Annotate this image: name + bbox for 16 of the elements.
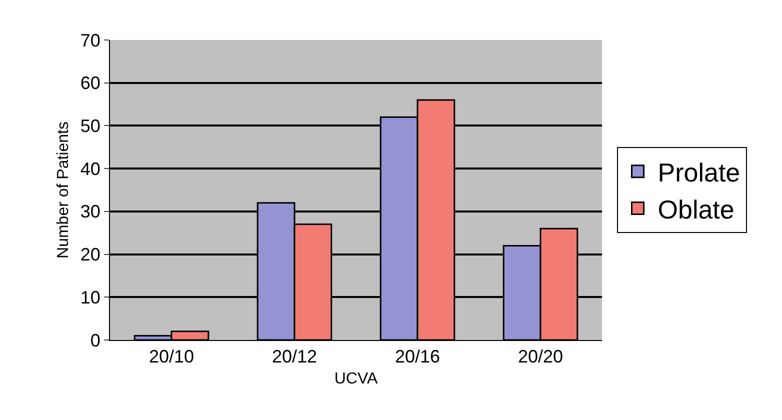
legend-label: Oblate (658, 194, 734, 224)
x-tick-label: 20/12 (272, 346, 318, 367)
y-tick-label: 70 (80, 30, 100, 50)
y-tick-label: 60 (80, 73, 100, 94)
x-tick-label: 20/10 (148, 346, 194, 367)
y-tick-label: 40 (80, 158, 100, 179)
y-tick-label: 20 (80, 244, 100, 265)
x-axis-title: UCVA (334, 370, 378, 388)
x-tick-label: 20/20 (518, 346, 564, 367)
y-axis-title: Number of Patients (55, 122, 72, 258)
legend-label: Prolate (658, 158, 740, 188)
x-tick-label: 20/16 (394, 346, 440, 367)
y-tick-label: 0 (90, 330, 100, 350)
y-tick-label: 50 (80, 116, 100, 136)
y-tick-label: 30 (80, 202, 100, 222)
y-tick-label: 10 (80, 287, 100, 308)
